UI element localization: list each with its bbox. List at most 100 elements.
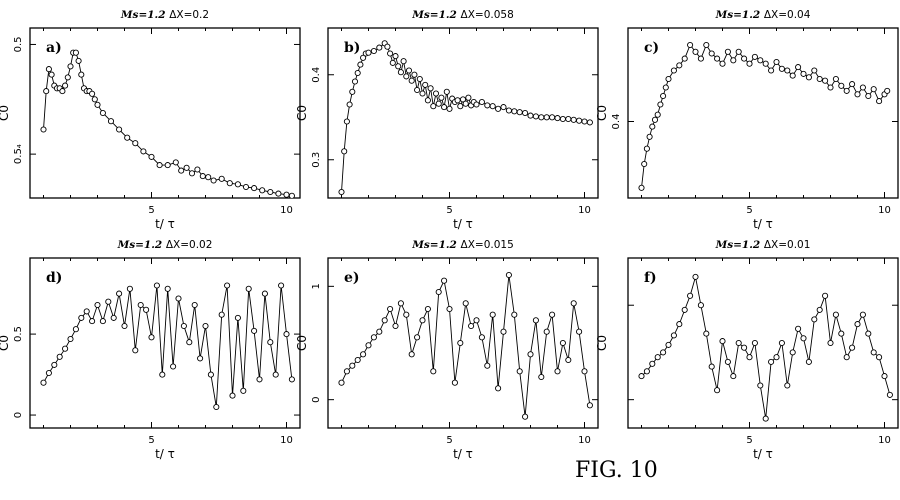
data-point [376, 44, 383, 51]
data-point [478, 98, 485, 106]
data-point [489, 311, 496, 318]
data-point [795, 64, 802, 71]
data-point [549, 114, 556, 121]
data-point [132, 347, 139, 354]
data-point [532, 113, 539, 120]
data-point [881, 373, 888, 380]
data-point [67, 335, 74, 343]
data-point [495, 385, 502, 392]
data-point [500, 328, 507, 335]
data-point [343, 368, 350, 375]
data-point [654, 111, 661, 118]
data-point [703, 41, 710, 49]
data-point [527, 112, 534, 119]
data-point [261, 290, 268, 297]
data-point [164, 285, 171, 292]
data-point [454, 97, 461, 104]
x-tick-label: 10 [280, 205, 293, 216]
data-point [843, 87, 850, 94]
data-point [681, 306, 688, 313]
data-point [432, 90, 440, 97]
data-point [886, 391, 893, 398]
data-point [360, 54, 367, 61]
data-point [245, 285, 252, 292]
data-point [681, 55, 688, 62]
data-point [649, 123, 656, 130]
x-tick-label: 5 [148, 205, 154, 216]
data-point [484, 362, 491, 369]
data-point [865, 92, 872, 100]
plot-frame [627, 257, 899, 429]
data-point [543, 114, 550, 121]
panel-title: Ms=1.2 ΔX=0.02 [117, 239, 213, 251]
data-point [576, 328, 583, 335]
data-point [360, 351, 367, 358]
data-point [708, 50, 715, 57]
data-point [468, 322, 475, 330]
data-point [164, 162, 171, 169]
data-point [538, 373, 545, 381]
data-point [500, 104, 507, 111]
data-point [234, 314, 241, 321]
data-point [72, 49, 79, 56]
data-point [876, 354, 883, 361]
x-tick-label: 10 [578, 205, 591, 216]
data-point [638, 184, 645, 191]
data-point [234, 181, 241, 188]
panel-title-prefix: Ms=1.2 [411, 239, 460, 251]
plot-frame [627, 27, 899, 199]
data-point [746, 60, 753, 67]
data-point [532, 317, 539, 324]
data-point [816, 75, 823, 83]
data-point [822, 292, 829, 299]
data-point [132, 140, 139, 147]
data-point [660, 349, 667, 356]
data-point [805, 74, 812, 81]
data-point [186, 339, 193, 346]
data-point [576, 117, 583, 124]
data-point [59, 88, 66, 95]
data-point [175, 295, 182, 302]
data-point [397, 69, 404, 76]
data-point [832, 75, 839, 83]
series-line [641, 44, 888, 188]
data-point [370, 47, 377, 55]
data-point [346, 101, 353, 108]
data-point [735, 339, 742, 347]
data-point [178, 167, 185, 174]
data-point [849, 344, 856, 351]
data-point [570, 300, 577, 307]
panel-title-prefix: Ms=1.2 [117, 239, 166, 251]
data-point [478, 334, 485, 341]
data-point [730, 57, 737, 64]
x-axis-label: t/ τ [753, 217, 773, 231]
data-point [473, 101, 480, 108]
data-point [40, 126, 47, 133]
data-point [370, 334, 377, 341]
panel-b: Ms=1.2 ΔX=0.058 5 10 0.3 0.4 t/ τ C0 b) [295, 9, 599, 231]
data-point [424, 97, 431, 104]
data-point [354, 69, 361, 77]
data-point [126, 285, 133, 292]
data-point [484, 102, 491, 109]
data-point [784, 382, 791, 389]
data-point [251, 185, 258, 192]
data-point [768, 67, 775, 74]
data-point [72, 326, 79, 333]
data-point [457, 103, 464, 110]
data-point [543, 328, 550, 335]
data-point [381, 317, 388, 324]
x-tick-label: 5 [148, 435, 154, 446]
data-point [670, 332, 677, 339]
data-point [357, 61, 364, 68]
data-point [643, 145, 650, 152]
data-point [489, 103, 496, 110]
data-point [365, 49, 372, 56]
data-point [462, 100, 469, 107]
y-tick-label: 0 [13, 412, 24, 418]
y-axis-label: C0 [295, 105, 309, 121]
data-point [643, 368, 650, 375]
data-point [156, 162, 163, 169]
panel-title: Ms=1.2 ΔX=0.058 [411, 9, 514, 21]
data-point [757, 57, 764, 64]
